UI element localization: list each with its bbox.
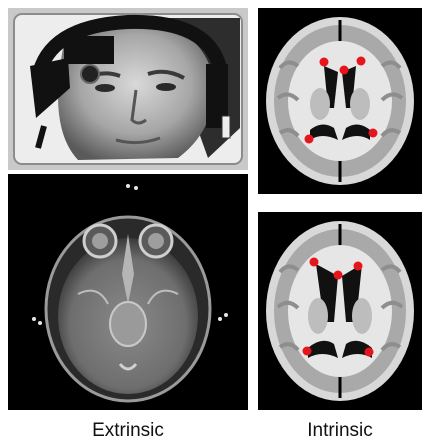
brain-slice-top — [258, 8, 422, 194]
landmark-point — [356, 56, 366, 66]
head-frame-photo — [8, 8, 248, 170]
landmark-point — [339, 65, 349, 75]
landmark-point — [302, 346, 312, 356]
landmark-point — [353, 261, 363, 271]
landmark-point — [304, 134, 314, 144]
landmark-point — [333, 270, 343, 280]
landmark-point — [368, 128, 378, 138]
mri-axial-scan — [8, 174, 248, 410]
landmark-point — [309, 257, 319, 267]
landmark-point — [364, 347, 374, 357]
landmark-point — [319, 57, 329, 67]
caption-intrinsic: Intrinsic — [307, 420, 373, 441]
caption-extrinsic: Extrinsic — [92, 420, 164, 441]
brain-slice-bottom — [258, 212, 422, 410]
